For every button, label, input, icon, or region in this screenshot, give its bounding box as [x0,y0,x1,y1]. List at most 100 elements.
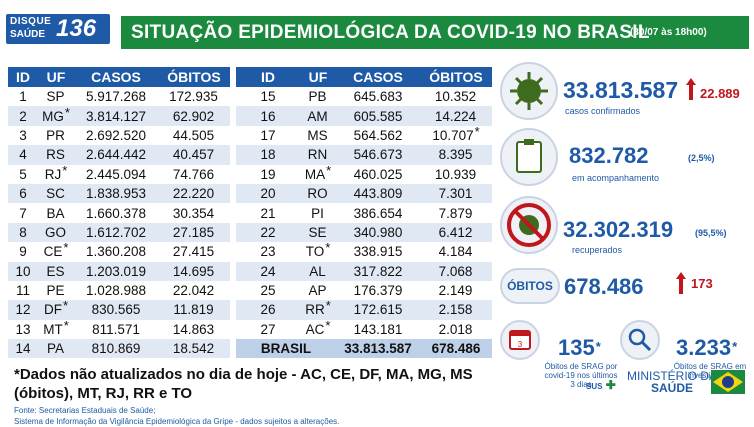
brasil-obitos: 678.486 [420,339,492,359]
brasil-label: BRASIL [236,339,336,359]
state-casos: 317.822 [336,261,420,281]
state-id: 22 [236,222,300,243]
state-casos: 2.445.094 [74,164,158,184]
state-obitos: 10.939 [420,164,492,184]
state-uf: AP [300,280,336,301]
state-casos: 340.980 [336,222,420,243]
state-obitos: 2.158 [420,300,492,320]
confirmados-label: casos confirmados [565,106,641,116]
state-casos: 2.692.520 [74,125,158,146]
state-id: 5 [8,164,38,184]
state-casos: 5.917.268 [74,87,158,107]
state-uf: MS [300,125,336,146]
state-casos: 564.562 [336,125,420,146]
state-uf: PA [38,339,74,359]
state-obitos: 8.395 [420,145,492,165]
col-uf: UF [38,67,74,87]
table-row: 14 PA 810.869 18.542 [8,339,230,359]
state-casos: 645.683 [336,87,420,107]
state-casos: 1.660.378 [74,203,158,223]
state-uf: AL [300,261,336,281]
state-obitos: 11.819 [158,300,230,320]
state-uf: MT* [38,318,74,340]
state-obitos: 10.707* [420,124,492,146]
state-obitos: 2.149 [420,280,492,301]
table-row: 7 BA 1.660.378 30.354 [8,203,230,223]
header: DISQUE SAÚDE 136 SITUAÇÃO EPIDEMIOLÓGICA… [0,0,754,52]
state-obitos: 74.766 [158,164,230,184]
state-obitos: 22.042 [158,280,230,301]
state-uf: RN [300,145,336,165]
state-id: 26 [236,300,300,320]
recuperados-value: 32.302.319 [563,217,674,242]
arrow-up-icon [676,272,686,294]
state-id: 19 [236,164,300,184]
state-id: 13 [8,319,38,340]
state-id: 2 [8,106,38,126]
col-casos: CASOS [336,67,420,87]
source: Fonte: Secretarias Estaduais de Saúde; S… [14,405,339,427]
state-id: 1 [8,87,38,107]
state-casos: 460.025 [336,164,420,184]
state-id: 12 [8,300,38,320]
state-obitos: 14.695 [158,261,230,281]
state-id: 20 [236,183,300,204]
state-obitos: 7.301 [420,183,492,204]
arrow-up-icon [686,78,696,100]
state-obitos: 7.879 [420,203,492,223]
state-id: 7 [8,203,38,223]
state-casos: 811.571 [74,319,158,340]
state-obitos: 6.412 [420,222,492,243]
state-id: 24 [236,261,300,281]
state-id: 27 [236,319,300,340]
ministerio-logo: MINISTÉRIO DA SAÚDE [627,369,718,395]
state-casos: 830.565 [74,300,158,320]
state-uf: PB [300,87,336,107]
obitos-badge: ÓBITOS [500,268,560,304]
state-id: 18 [236,145,300,165]
state-uf: RR* [300,298,336,320]
report-date: (30/07 às 18h00) [630,27,707,38]
state-id: 23 [236,242,300,262]
table-row: 24 AL 317.822 7.068 [236,261,492,281]
state-uf: RO [300,183,336,204]
srag-covid-value: 135* [558,335,601,360]
acompanhamento-label: em acompanhamento [572,173,660,183]
state-uf: ES [38,261,74,281]
state-id: 14 [8,339,38,359]
footnote-line2: (óbitos), MT, RJ, RR e TO [14,385,193,402]
table-row: 10 ES 1.203.019 14.695 [8,261,230,281]
state-uf: MG* [38,105,74,126]
table-row: 21 PI 386.654 7.879 [236,203,492,223]
obitos-value: 678.486 [564,274,644,299]
state-id: 6 [8,183,38,204]
state-obitos: 4.184 [420,242,492,262]
state-id: 9 [8,242,38,262]
col-id: ID [8,67,38,87]
footnote: *Dados não atualizados no dia de hoje - … [14,365,473,403]
state-obitos: 2.018 [420,319,492,340]
state-obitos: 27.185 [158,222,230,243]
state-id: 16 [236,106,300,126]
state-obitos: 10.352 [420,87,492,107]
footnote-line1: *Dados não atualizados no dia de hoje - … [14,366,473,383]
table-row: 6 SC 1.838.953 22.220 [8,183,230,204]
state-id: 4 [8,145,38,165]
state-id: 8 [8,222,38,243]
table-row: 27 AC* 143.181 2.018 [236,318,492,340]
state-obitos: 18.542 [158,339,230,359]
table-row: 5 RJ* 2.445.094 74.766 [8,163,230,184]
table-row: 25 AP 176.379 2.149 [236,280,492,301]
recuperados-label: recuperados [572,245,623,255]
srag-inv-label: Óbitos de SRAG em investigação [673,362,747,380]
state-id: 25 [236,280,300,301]
states-table-right: ID UF CASOS ÓBITOS 15 PB 645.683 10.352 16 AM… [236,67,492,359]
col-casos: CASOS [74,67,158,87]
state-uf: AM [300,106,336,126]
state-id: 17 [236,125,300,146]
sus-logo: SUS ✚ [586,378,616,392]
state-obitos: 27.415 [158,242,230,262]
table-row: 26 RR* 172.615 2.158 [236,298,492,320]
table-row: 11 PE 1.028.988 22.042 [8,280,230,301]
state-casos: 810.869 [74,339,158,359]
